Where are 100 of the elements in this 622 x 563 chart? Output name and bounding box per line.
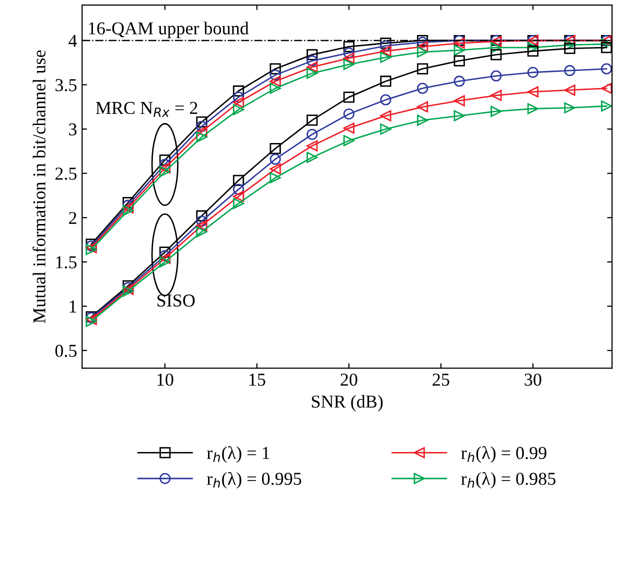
point (600, 42, 612, 54)
y-axis-title: Mutual information in bit/channel use (32, 50, 46, 324)
y-tick-label: 1.5 (56, 256, 77, 268)
point (527, 86, 538, 98)
point (270, 63, 281, 74)
point (416, 41, 428, 52)
point (490, 42, 502, 54)
point (343, 108, 354, 120)
point (122, 202, 134, 214)
point (416, 101, 428, 112)
legend-label: r$_{h}$(λ) = 0.995 (206, 472, 302, 489)
point (380, 110, 392, 122)
point (196, 216, 208, 227)
point (159, 256, 170, 268)
point (564, 42, 576, 54)
point (343, 52, 354, 64)
point (196, 210, 208, 222)
point (159, 252, 170, 264)
point (159, 154, 170, 166)
point (270, 69, 281, 81)
point (600, 82, 612, 94)
point (232, 85, 244, 97)
point (196, 126, 208, 138)
point (490, 90, 502, 101)
point (306, 128, 318, 140)
point (270, 154, 281, 165)
point (343, 41, 354, 52)
point (454, 95, 465, 106)
point (306, 152, 318, 163)
point (306, 140, 318, 152)
point (416, 46, 428, 58)
y-tick-label: 2.5 (55, 168, 77, 180)
point (564, 102, 576, 114)
point (380, 40, 392, 52)
point (306, 55, 318, 66)
y-tick-label: 0.5 (55, 344, 77, 358)
point (454, 110, 465, 122)
x-tick-label: 10 (157, 374, 174, 386)
point (306, 68, 318, 79)
point (343, 92, 354, 103)
point (196, 220, 208, 232)
x-tick-label: 15 (249, 374, 266, 386)
point (270, 163, 281, 174)
point (196, 116, 208, 128)
point (343, 122, 354, 134)
y-tick-label: 3 (69, 123, 77, 136)
point (416, 82, 428, 94)
point (159, 246, 170, 258)
point (159, 166, 170, 178)
point (196, 120, 208, 132)
y-tick-label: 1 (70, 300, 76, 312)
x-tick-label: 30 (524, 374, 542, 386)
point (380, 124, 392, 135)
point (270, 82, 281, 94)
annotation: MRC N$_{Rx}$ = 2 (96, 102, 198, 117)
x-axis-title: SNR (dB) (312, 394, 383, 412)
point (159, 162, 170, 174)
point (122, 204, 134, 216)
point (270, 142, 281, 154)
y-tick-label: 3.5 (56, 79, 77, 92)
point (232, 92, 244, 103)
point (380, 52, 392, 63)
annotation: SISO (158, 294, 195, 307)
point (527, 46, 538, 57)
point (196, 131, 208, 143)
point (343, 47, 354, 58)
point (270, 76, 281, 87)
point (564, 65, 576, 76)
point (454, 38, 465, 49)
point (270, 172, 281, 184)
point (416, 114, 428, 126)
point (454, 44, 465, 56)
point (600, 63, 612, 74)
legend-label: r$_{h}$(λ) = 0.99 (461, 446, 546, 463)
point (380, 94, 392, 106)
legend-label: r$_{h}$(λ) = 0.985 (461, 472, 556, 489)
point (306, 114, 318, 126)
point (306, 62, 318, 73)
point (490, 106, 502, 117)
x-tick-label: 25 (432, 374, 450, 386)
point (527, 66, 538, 78)
point (232, 174, 244, 186)
point (343, 135, 354, 146)
point (232, 184, 244, 195)
point (380, 46, 392, 57)
point (416, 63, 428, 74)
point (232, 96, 244, 108)
point (490, 49, 502, 60)
y-tick-label: 4 (68, 34, 77, 47)
point (380, 76, 392, 87)
point (454, 76, 465, 87)
y-tick-label: 2 (69, 212, 76, 224)
point (232, 198, 244, 210)
point (564, 84, 576, 96)
ref-line-label: 16-QAM upper bound (88, 22, 249, 38)
point (306, 49, 318, 60)
point (490, 70, 502, 82)
x-tick-label: 20 (340, 374, 358, 386)
point (159, 158, 170, 170)
point (196, 226, 208, 238)
